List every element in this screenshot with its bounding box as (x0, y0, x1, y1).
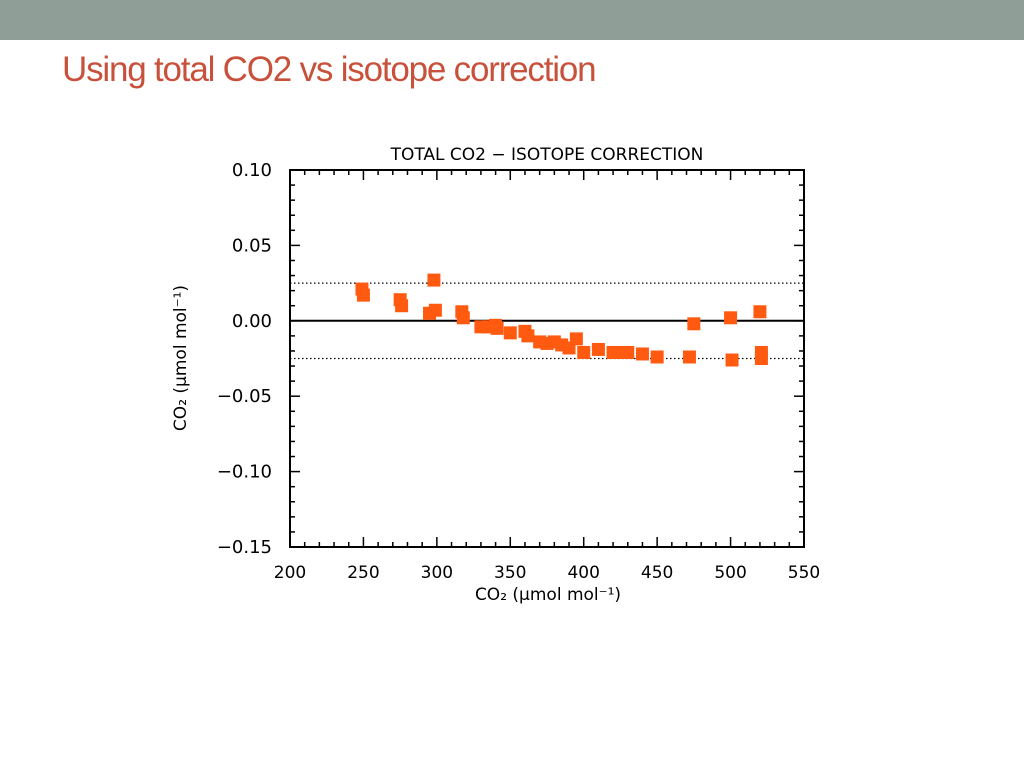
x-axis-label: CO₂ (μmol mol⁻¹) (475, 585, 621, 605)
data-point (754, 352, 768, 365)
x-tick-label: 550 (788, 563, 820, 583)
plot-area: 200 250 300 350 400 450 500 550 0.10 0.05 0.00 −0.0… (217, 160, 820, 583)
data-point (635, 347, 649, 361)
data-point (650, 350, 664, 364)
slide-title: Using total CO2 vs isotope correction (62, 50, 597, 89)
data-point (428, 303, 442, 317)
data-point (577, 345, 591, 359)
data-point (490, 321, 504, 335)
data-point (753, 305, 767, 319)
data-point (503, 326, 517, 340)
data-point (395, 299, 409, 313)
data-point (724, 311, 738, 325)
data-point (356, 288, 370, 302)
y-axis-label-group: CO₂ (μmol mol⁻¹) (171, 285, 191, 431)
y-tick-label: −0.15 (217, 537, 272, 558)
chart-title: TOTAL CO2 − ISOTOPE CORRECTION (390, 145, 704, 165)
y-tick-label: 0.05 (232, 235, 272, 256)
y-axis-label: CO₂ (μmol mol⁻¹) (171, 285, 191, 431)
data-point (456, 311, 470, 325)
y-tick-label: 0.10 (232, 160, 272, 181)
x-tick-label: 350 (494, 563, 526, 583)
y-tick-label: −0.10 (217, 462, 272, 483)
data-point (427, 273, 441, 287)
data-point (687, 317, 701, 331)
y-tick-label: −0.05 (217, 386, 272, 407)
x-tick-label: 400 (567, 563, 599, 583)
data-point (569, 332, 583, 346)
x-tick-label: 200 (274, 563, 306, 583)
data-point (521, 329, 535, 343)
data-point (621, 345, 635, 359)
data-point (682, 350, 696, 364)
x-tick-label: 450 (641, 563, 673, 583)
x-tick-label: 250 (347, 563, 379, 583)
data-point (591, 342, 605, 356)
x-tick-label: 500 (714, 563, 746, 583)
y-tick-label: 0.00 (232, 311, 272, 332)
header-bar (0, 0, 1024, 40)
x-tick-label: 300 (421, 563, 453, 583)
data-point (725, 353, 739, 367)
